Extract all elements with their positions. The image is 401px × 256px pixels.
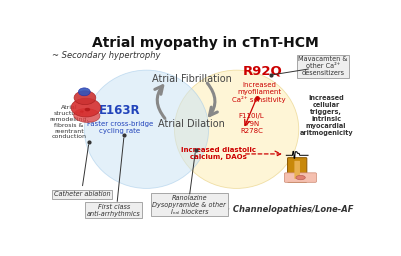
Text: Atrial myopathy in cTnT-HCM: Atrial myopathy in cTnT-HCM xyxy=(92,36,319,50)
Text: I79N: I79N xyxy=(243,121,259,127)
Text: E163R: E163R xyxy=(99,104,141,117)
Ellipse shape xyxy=(74,109,100,122)
Text: Atrial Fibrillation: Atrial Fibrillation xyxy=(152,74,231,84)
Text: Atrial
structural
remodelling,
fibrosis &
reentrant
conduction: Atrial structural remodelling, fibrosis … xyxy=(49,105,89,139)
Text: Increased diastolic
calcium, DAOs: Increased diastolic calcium, DAOs xyxy=(181,147,256,161)
Text: R92Q: R92Q xyxy=(243,65,283,78)
Text: Atrial Dilation: Atrial Dilation xyxy=(158,119,225,129)
Text: Ranolazine
Dysopyramide & other
Iₙₐₗ blockers: Ranolazine Dysopyramide & other Iₙₐₗ blo… xyxy=(152,195,226,215)
Text: Mavacamten &
other Ca²⁺
desensitizers: Mavacamten & other Ca²⁺ desensitizers xyxy=(298,56,348,76)
FancyBboxPatch shape xyxy=(284,173,316,182)
Ellipse shape xyxy=(74,91,96,105)
Ellipse shape xyxy=(71,98,101,117)
Ellipse shape xyxy=(80,110,84,113)
Text: R278C: R278C xyxy=(240,128,263,134)
Text: Faster cross-bridge
cycling rate: Faster cross-bridge cycling rate xyxy=(87,121,153,134)
Text: First class
anti-arrhythmics: First class anti-arrhythmics xyxy=(87,204,141,217)
Ellipse shape xyxy=(85,108,90,111)
Ellipse shape xyxy=(79,88,90,96)
Text: Catheter ablation: Catheter ablation xyxy=(54,191,110,197)
Text: ~ Channelopathies/Lone-AF: ~ Channelopathies/Lone-AF xyxy=(223,205,353,214)
Ellipse shape xyxy=(296,175,305,180)
Text: Increased
cellular
triggers,
intrinsic
myocardial
aritmogenicity: Increased cellular triggers, intrinsic m… xyxy=(299,95,353,136)
Ellipse shape xyxy=(84,70,209,188)
Text: ~ Secondary hypertrophy: ~ Secondary hypertrophy xyxy=(52,51,160,60)
Text: F110I/L: F110I/L xyxy=(239,113,264,120)
Ellipse shape xyxy=(174,70,299,188)
Text: Increased
myofilament
Ca²⁺ sensitivity: Increased myofilament Ca²⁺ sensitivity xyxy=(233,82,286,103)
FancyBboxPatch shape xyxy=(288,158,307,182)
FancyBboxPatch shape xyxy=(294,161,300,179)
